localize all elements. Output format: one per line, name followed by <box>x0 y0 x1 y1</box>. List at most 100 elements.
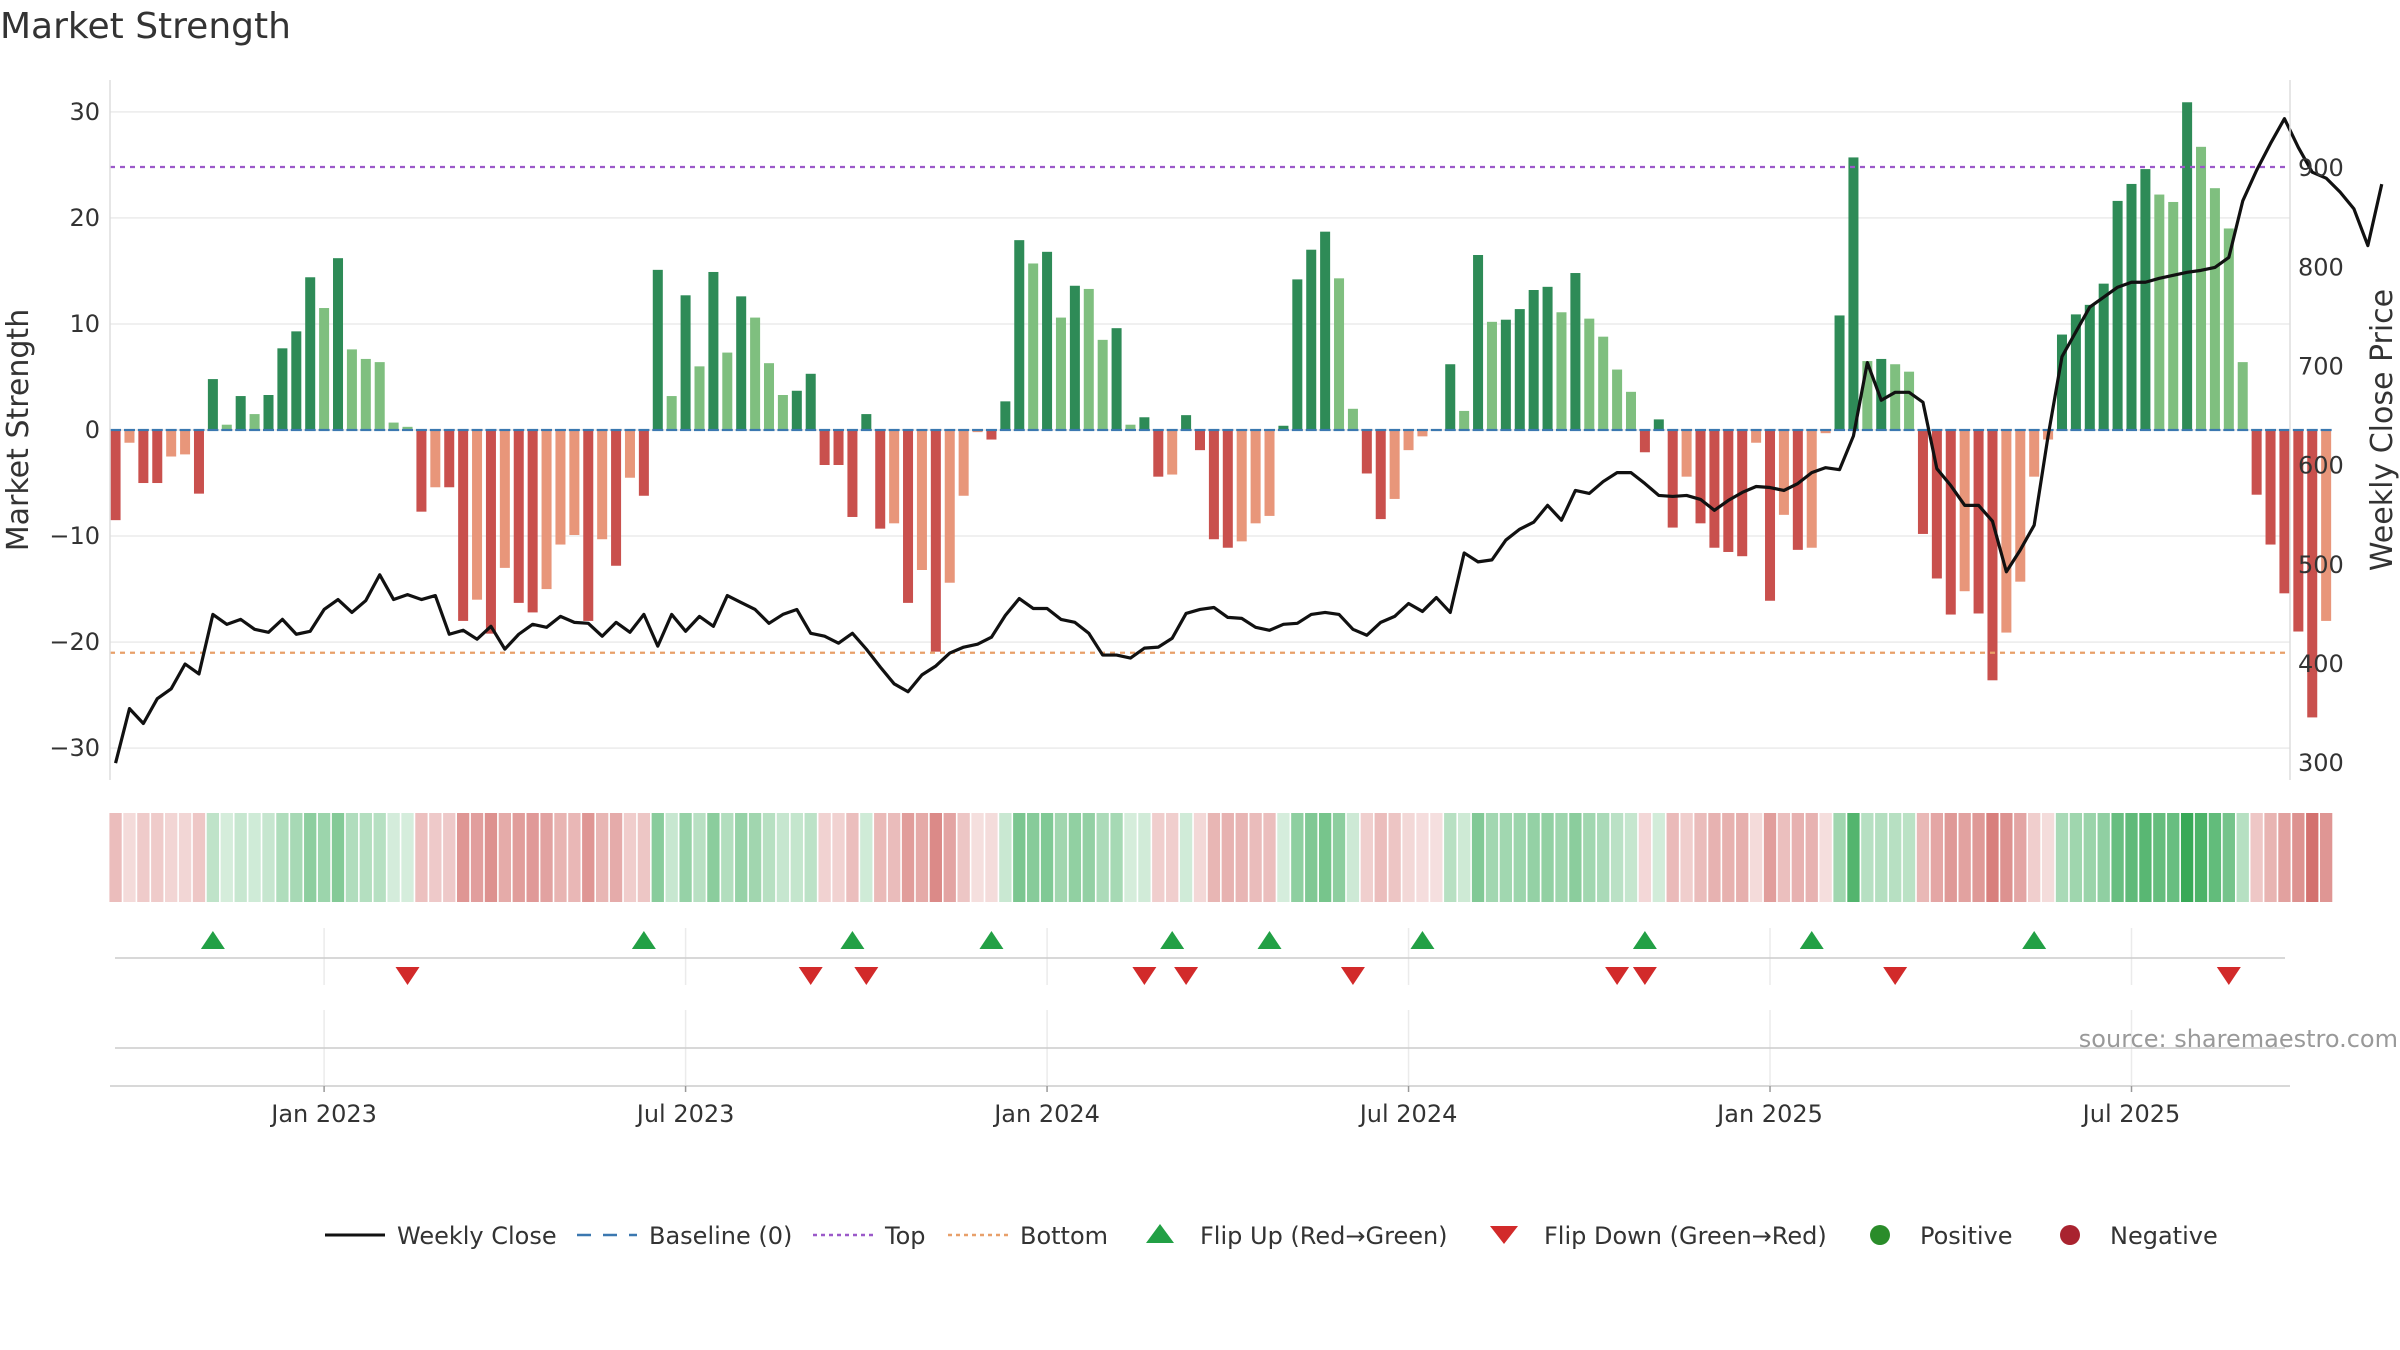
heat-cell <box>2041 813 2055 902</box>
strength-bar-positive <box>1014 240 1025 430</box>
strength-bar-positive <box>1890 364 1901 430</box>
heat-cell <box>1110 813 1123 902</box>
heat-cell <box>1541 813 1554 902</box>
strength-bar-negative <box>193 430 204 494</box>
heat-cell <box>748 813 762 902</box>
legend-negative-swatch <box>2060 1225 2080 1245</box>
strength-bar-negative <box>583 430 594 621</box>
heat-cell <box>1972 813 1985 902</box>
strength-bar-negative <box>638 430 649 496</box>
heat-cell <box>1777 813 1791 902</box>
strength-bar-negative <box>1250 430 1261 524</box>
strength-bar-positive <box>1528 290 1539 430</box>
legend-label: Negative <box>2110 1222 2218 1250</box>
y-left-tick-label: 30 <box>69 98 100 126</box>
heat-cell <box>790 813 803 902</box>
flip-down-marker <box>395 967 420 985</box>
heat-cell <box>804 813 817 902</box>
x-tick-label: Jul 2023 <box>635 1100 735 1128</box>
strength-bar-negative <box>110 430 121 521</box>
heat-cell <box>999 813 1012 902</box>
legend: Weekly Close Baseline (0) Top Bottom Flip Up… <box>325 1222 2218 1250</box>
strength-bar-positive <box>694 366 705 430</box>
strength-bar-negative <box>166 430 177 457</box>
strength-bar-negative <box>1264 430 1275 516</box>
heat-cell <box>1096 813 1109 902</box>
heat-cell <box>707 813 720 902</box>
y-right-tick-label: 400 <box>2298 650 2344 678</box>
strength-bar-positive <box>680 295 691 430</box>
heat-cell <box>1235 813 1248 902</box>
flip-up-marker <box>1410 931 1435 949</box>
heat-cell <box>582 813 595 902</box>
strength-bar-positive <box>1139 417 1150 430</box>
strength-bar-positive <box>1042 251 1053 430</box>
heat-cell <box>1166 813 1179 902</box>
heat-cell <box>887 813 901 902</box>
strength-bar-positive <box>1097 339 1108 430</box>
heat-cell <box>2208 813 2222 902</box>
strength-bar-negative <box>847 430 858 517</box>
heat-cell <box>2167 813 2180 902</box>
flip-up-marker <box>2022 931 2047 949</box>
strength-bar-negative <box>2029 430 2040 477</box>
strength-bar-positive <box>374 362 385 430</box>
strength-bar-negative <box>889 430 900 524</box>
heat-cell <box>470 813 484 902</box>
heat-cell <box>818 813 831 902</box>
strength-bar-positive <box>1486 321 1497 430</box>
heat-cell <box>1569 813 1582 902</box>
strength-bar-negative <box>458 430 469 621</box>
strength-bar-negative <box>180 430 191 455</box>
strength-bar-positive <box>1278 425 1289 430</box>
heat-cell <box>137 813 150 902</box>
heat-cell <box>2194 813 2208 902</box>
heat-cell <box>943 813 956 902</box>
strength-bar-negative <box>1167 430 1178 475</box>
strength-bar-negative <box>875 430 886 529</box>
legend-label: Bottom <box>1020 1222 1108 1250</box>
strength-bar-negative <box>499 430 510 568</box>
strength-bar-negative <box>1639 430 1650 453</box>
strength-bar-positive <box>346 349 357 430</box>
heat-cell <box>2222 813 2235 902</box>
heat-cell <box>2264 813 2277 902</box>
strength-bar-negative <box>597 430 608 540</box>
legend-label: Baseline (0) <box>649 1222 792 1250</box>
strength-bar-positive <box>263 395 274 430</box>
heat-cell <box>1763 813 1777 902</box>
heat-cell <box>762 813 776 902</box>
strength-bar-negative <box>124 430 135 443</box>
strength-bar-positive <box>764 363 775 430</box>
strength-bar-positive <box>277 348 288 430</box>
heat-cell <box>1263 813 1276 902</box>
y-left-tick-label: 20 <box>69 204 100 232</box>
strength-bar-positive <box>1514 309 1525 430</box>
heat-cell <box>1027 813 1040 902</box>
heat-cell <box>331 813 345 902</box>
strength-bar-positive <box>805 373 816 430</box>
weekly-close-line-group <box>114 117 2384 764</box>
strength-bar-positive <box>2056 334 2067 430</box>
strength-bar-positive <box>1625 391 1636 430</box>
y-right-tick-label: 800 <box>2298 253 2344 281</box>
heat-cell <box>1624 813 1638 902</box>
flip-up-marker <box>1257 931 1282 949</box>
strength-bar-negative <box>527 430 538 613</box>
heat-cell <box>874 813 887 902</box>
strength-bar-positive <box>722 352 733 430</box>
heat-cell <box>1485 813 1499 902</box>
strength-bar-positive <box>1653 419 1664 430</box>
heat-cell <box>860 813 873 902</box>
x-tick-label: Jan 2025 <box>1715 1100 1823 1128</box>
heat-cell <box>1249 813 1262 902</box>
heat-cell <box>1597 813 1610 902</box>
heat-cell <box>2069 813 2083 902</box>
heat-cell <box>1694 813 1707 902</box>
heat-cell <box>568 813 581 902</box>
y-left-tick-label: −10 <box>49 522 100 550</box>
strength-bar-positive <box>360 358 371 430</box>
heat-cell <box>2250 813 2263 902</box>
heat-cell <box>304 813 317 902</box>
